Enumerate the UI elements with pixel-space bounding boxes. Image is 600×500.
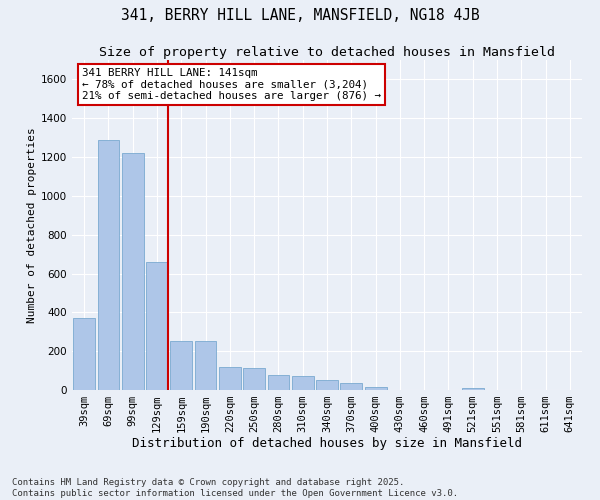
Title: Size of property relative to detached houses in Mansfield: Size of property relative to detached ho… bbox=[99, 46, 555, 59]
Bar bbox=[340, 383, 362, 390]
Bar bbox=[268, 376, 289, 390]
Bar bbox=[316, 380, 338, 390]
Bar bbox=[97, 140, 119, 390]
Bar bbox=[219, 366, 241, 390]
Bar bbox=[292, 376, 314, 390]
Bar bbox=[365, 387, 386, 390]
Bar bbox=[243, 368, 265, 390]
Y-axis label: Number of detached properties: Number of detached properties bbox=[27, 127, 37, 323]
Text: 341, BERRY HILL LANE, MANSFIELD, NG18 4JB: 341, BERRY HILL LANE, MANSFIELD, NG18 4J… bbox=[121, 8, 479, 22]
Bar bbox=[462, 388, 484, 390]
Bar bbox=[170, 340, 192, 390]
X-axis label: Distribution of detached houses by size in Mansfield: Distribution of detached houses by size … bbox=[132, 436, 522, 450]
Bar bbox=[122, 153, 143, 390]
Bar bbox=[194, 342, 217, 390]
Text: Contains HM Land Registry data © Crown copyright and database right 2025.
Contai: Contains HM Land Registry data © Crown c… bbox=[12, 478, 458, 498]
Text: 341 BERRY HILL LANE: 141sqm
← 78% of detached houses are smaller (3,204)
21% of : 341 BERRY HILL LANE: 141sqm ← 78% of det… bbox=[82, 68, 381, 102]
Bar bbox=[146, 262, 168, 390]
Bar bbox=[73, 318, 95, 390]
